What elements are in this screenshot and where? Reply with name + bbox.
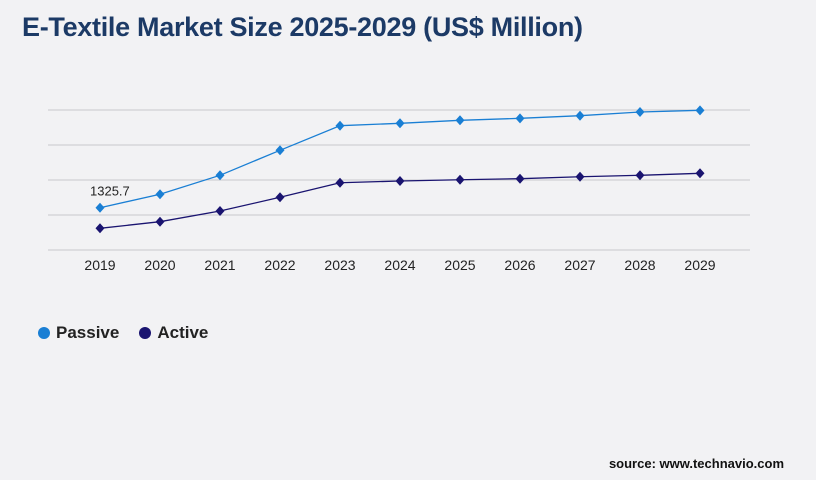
data-point-passive xyxy=(155,189,165,200)
passive-marker-icon xyxy=(38,327,50,339)
legend: Passive Active xyxy=(38,323,208,343)
data-point-active xyxy=(575,171,585,182)
x-tick-label: 2024 xyxy=(384,257,415,273)
data-point-active xyxy=(275,192,285,203)
data-point-passive xyxy=(635,107,645,118)
x-tick-label: 2021 xyxy=(204,257,235,273)
data-point-active xyxy=(635,170,645,181)
data-label: 1325.7 xyxy=(90,184,130,199)
data-point-passive xyxy=(215,170,225,181)
data-point-passive xyxy=(575,110,585,121)
source-note: source: www.technavio.com xyxy=(608,456,784,471)
data-point-passive xyxy=(95,202,105,213)
x-tick-label: 2027 xyxy=(564,257,595,273)
x-tick-label: 2029 xyxy=(684,257,715,273)
x-tick-label: 2028 xyxy=(624,257,655,273)
x-tick-label: 2025 xyxy=(444,257,475,273)
data-point-passive xyxy=(395,118,405,129)
active-marker-icon xyxy=(139,327,152,339)
data-point-active xyxy=(215,206,225,217)
data-point-active xyxy=(455,174,465,185)
chart-title: E-Textile Market Size 2025-2029 (US$ Mil… xyxy=(22,12,583,42)
x-tick-label: 2026 xyxy=(504,257,535,273)
data-point-active xyxy=(515,173,525,184)
legend-label-passive: Passive xyxy=(56,323,120,342)
data-point-passive xyxy=(695,105,705,116)
legend-item-active: Active xyxy=(139,323,208,343)
line-chart: 2019 2020 2021 2022 2023 2024 2025 2026 2027 2028… xyxy=(48,105,750,273)
legend-label-active: Active xyxy=(157,323,209,342)
data-point-active xyxy=(395,176,405,187)
data-point-active xyxy=(155,216,165,227)
x-tick-label: 2020 xyxy=(144,257,175,273)
data-point-active xyxy=(335,177,345,188)
legend-item-passive: Passive xyxy=(38,323,119,343)
data-point-active xyxy=(695,168,705,179)
data-point-passive xyxy=(275,145,285,156)
data-point-passive xyxy=(335,120,345,131)
data-point-active xyxy=(95,223,105,234)
x-tick-label: 2023 xyxy=(324,257,355,273)
data-point-passive xyxy=(515,113,525,124)
data-point-passive xyxy=(455,115,465,126)
x-tick-label: 2022 xyxy=(264,257,295,273)
x-tick-label: 2019 xyxy=(84,257,115,273)
